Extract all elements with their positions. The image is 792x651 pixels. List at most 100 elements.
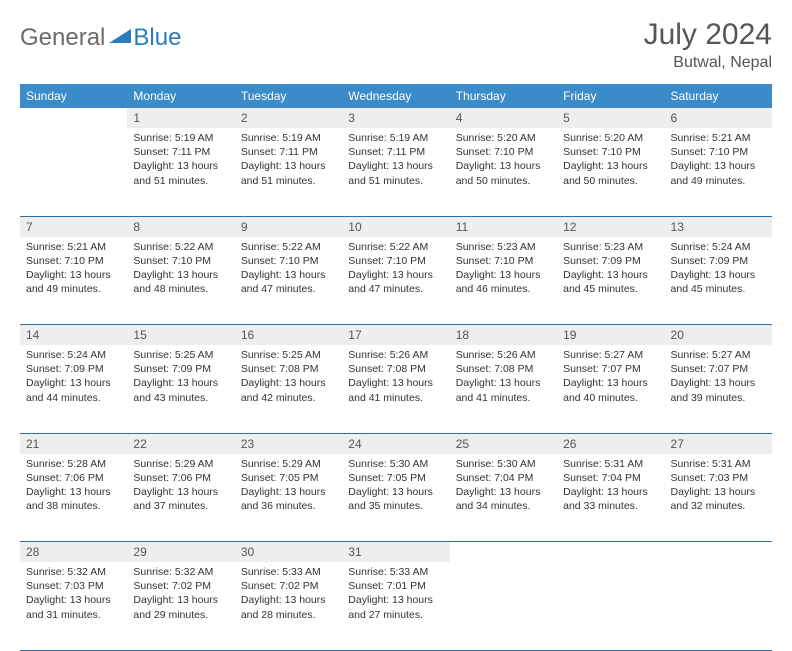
day-data-cell: Sunrise: 5:25 AMSunset: 7:08 PMDaylight:…: [235, 345, 342, 433]
day-number: 13: [665, 217, 772, 237]
title-month: July 2024: [644, 18, 772, 52]
day-number: 1: [127, 108, 234, 128]
day-data: Sunrise: 5:27 AMSunset: 7:07 PMDaylight:…: [557, 345, 664, 411]
day-data-cell: Sunrise: 5:19 AMSunset: 7:11 PMDaylight:…: [127, 128, 234, 216]
day-number-cell: 8: [127, 216, 234, 237]
day-number: 23: [235, 434, 342, 454]
day-number-cell: 11: [450, 216, 557, 237]
day-data-row: Sunrise: 5:21 AMSunset: 7:10 PMDaylight:…: [20, 237, 772, 325]
day-number-cell: 14: [20, 325, 127, 346]
day-data: Sunrise: 5:32 AMSunset: 7:02 PMDaylight:…: [127, 562, 234, 628]
title-block: July 2024 Butwal, Nepal: [644, 18, 772, 72]
day-data: Sunrise: 5:19 AMSunset: 7:11 PMDaylight:…: [127, 128, 234, 194]
day-number-cell: 9: [235, 216, 342, 237]
day-number-cell: 15: [127, 325, 234, 346]
day-data: Sunrise: 5:26 AMSunset: 7:08 PMDaylight:…: [342, 345, 449, 411]
day-number-cell: 23: [235, 433, 342, 454]
day-number: 24: [342, 434, 449, 454]
day-data-cell: [665, 562, 772, 650]
day-data: Sunrise: 5:24 AMSunset: 7:09 PMDaylight:…: [665, 237, 772, 303]
day-number-cell: [20, 108, 127, 128]
day-data-cell: Sunrise: 5:31 AMSunset: 7:04 PMDaylight:…: [557, 454, 664, 542]
day-number-cell: 29: [127, 542, 234, 563]
day-data: Sunrise: 5:32 AMSunset: 7:03 PMDaylight:…: [20, 562, 127, 628]
day-number: 17: [342, 325, 449, 345]
day-number-cell: 24: [342, 433, 449, 454]
day-data: Sunrise: 5:25 AMSunset: 7:09 PMDaylight:…: [127, 345, 234, 411]
day-number: 11: [450, 217, 557, 237]
day-data: Sunrise: 5:19 AMSunset: 7:11 PMDaylight:…: [235, 128, 342, 194]
day-data: Sunrise: 5:33 AMSunset: 7:02 PMDaylight:…: [235, 562, 342, 628]
day-number-cell: 17: [342, 325, 449, 346]
day-number-cell: [450, 542, 557, 563]
day-number-cell: 28: [20, 542, 127, 563]
day-number-row: 14151617181920: [20, 325, 772, 346]
day-data-cell: Sunrise: 5:28 AMSunset: 7:06 PMDaylight:…: [20, 454, 127, 542]
weekday-header: Friday: [557, 84, 664, 108]
logo-triangle-icon: [109, 27, 131, 50]
day-number-cell: 16: [235, 325, 342, 346]
weekday-header: Sunday: [20, 84, 127, 108]
day-data-cell: Sunrise: 5:33 AMSunset: 7:01 PMDaylight:…: [342, 562, 449, 650]
day-number: 22: [127, 434, 234, 454]
day-data-cell: Sunrise: 5:22 AMSunset: 7:10 PMDaylight:…: [342, 237, 449, 325]
day-data-row: Sunrise: 5:24 AMSunset: 7:09 PMDaylight:…: [20, 345, 772, 433]
day-data: Sunrise: 5:29 AMSunset: 7:05 PMDaylight:…: [235, 454, 342, 520]
day-data-cell: Sunrise: 5:26 AMSunset: 7:08 PMDaylight:…: [342, 345, 449, 433]
day-number: 26: [557, 434, 664, 454]
day-number-cell: 27: [665, 433, 772, 454]
day-data-cell: Sunrise: 5:32 AMSunset: 7:02 PMDaylight:…: [127, 562, 234, 650]
day-data: Sunrise: 5:27 AMSunset: 7:07 PMDaylight:…: [665, 345, 772, 411]
day-number-cell: [665, 542, 772, 563]
day-number: 19: [557, 325, 664, 345]
day-data-cell: [20, 128, 127, 216]
day-data-cell: Sunrise: 5:30 AMSunset: 7:04 PMDaylight:…: [450, 454, 557, 542]
day-number-cell: 12: [557, 216, 664, 237]
day-data-cell: Sunrise: 5:23 AMSunset: 7:09 PMDaylight:…: [557, 237, 664, 325]
day-number-cell: 2: [235, 108, 342, 128]
weekday-header: Thursday: [450, 84, 557, 108]
day-data: Sunrise: 5:33 AMSunset: 7:01 PMDaylight:…: [342, 562, 449, 628]
day-number: 30: [235, 542, 342, 562]
day-data-cell: Sunrise: 5:27 AMSunset: 7:07 PMDaylight:…: [557, 345, 664, 433]
day-data-cell: Sunrise: 5:23 AMSunset: 7:10 PMDaylight:…: [450, 237, 557, 325]
day-data: Sunrise: 5:24 AMSunset: 7:09 PMDaylight:…: [20, 345, 127, 411]
day-number: 4: [450, 108, 557, 128]
day-number-cell: 25: [450, 433, 557, 454]
day-data-cell: Sunrise: 5:32 AMSunset: 7:03 PMDaylight:…: [20, 562, 127, 650]
day-number: 15: [127, 325, 234, 345]
logo: General Blue: [20, 24, 181, 52]
day-number: 16: [235, 325, 342, 345]
day-number: 10: [342, 217, 449, 237]
day-data: Sunrise: 5:30 AMSunset: 7:05 PMDaylight:…: [342, 454, 449, 520]
day-number-cell: 18: [450, 325, 557, 346]
day-data: Sunrise: 5:22 AMSunset: 7:10 PMDaylight:…: [235, 237, 342, 303]
day-number-cell: [557, 542, 664, 563]
day-data-cell: Sunrise: 5:22 AMSunset: 7:10 PMDaylight:…: [127, 237, 234, 325]
day-data-cell: [557, 562, 664, 650]
day-data: Sunrise: 5:31 AMSunset: 7:03 PMDaylight:…: [665, 454, 772, 520]
weekday-header: Tuesday: [235, 84, 342, 108]
day-data-cell: Sunrise: 5:21 AMSunset: 7:10 PMDaylight:…: [20, 237, 127, 325]
day-data-cell: Sunrise: 5:26 AMSunset: 7:08 PMDaylight:…: [450, 345, 557, 433]
day-number: 21: [20, 434, 127, 454]
day-data: Sunrise: 5:29 AMSunset: 7:06 PMDaylight:…: [127, 454, 234, 520]
day-number: 2: [235, 108, 342, 128]
header: General Blue July 2024 Butwal, Nepal: [20, 18, 772, 72]
day-number-cell: 31: [342, 542, 449, 563]
logo-text-blue: Blue: [133, 24, 181, 52]
day-number: 31: [342, 542, 449, 562]
day-data: Sunrise: 5:20 AMSunset: 7:10 PMDaylight:…: [557, 128, 664, 194]
day-data-cell: Sunrise: 5:24 AMSunset: 7:09 PMDaylight:…: [20, 345, 127, 433]
weekday-header: Monday: [127, 84, 234, 108]
day-data: Sunrise: 5:26 AMSunset: 7:08 PMDaylight:…: [450, 345, 557, 411]
day-number: 20: [665, 325, 772, 345]
day-number: 8: [127, 217, 234, 237]
day-data: Sunrise: 5:21 AMSunset: 7:10 PMDaylight:…: [20, 237, 127, 303]
day-data-cell: Sunrise: 5:27 AMSunset: 7:07 PMDaylight:…: [665, 345, 772, 433]
day-data-row: Sunrise: 5:19 AMSunset: 7:11 PMDaylight:…: [20, 128, 772, 216]
day-number: 9: [235, 217, 342, 237]
day-data-row: Sunrise: 5:28 AMSunset: 7:06 PMDaylight:…: [20, 454, 772, 542]
day-number: 14: [20, 325, 127, 345]
day-number-cell: 10: [342, 216, 449, 237]
